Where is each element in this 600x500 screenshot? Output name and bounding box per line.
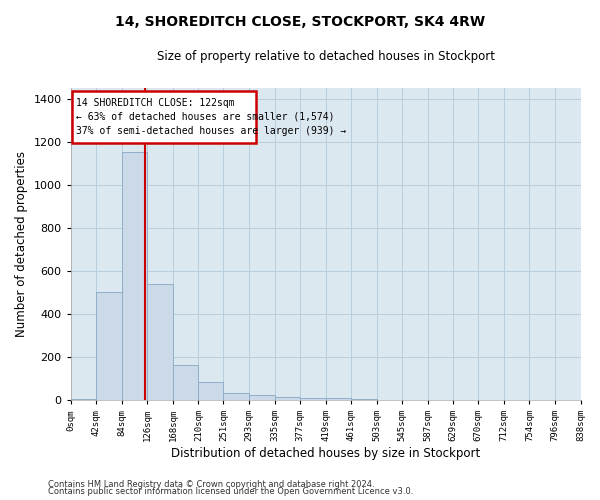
Bar bbox=[148, 284, 173, 400]
Bar bbox=[275, 397, 300, 400]
Bar bbox=[326, 398, 351, 400]
Bar bbox=[249, 396, 275, 400]
Bar bbox=[71, 399, 96, 400]
Title: Size of property relative to detached houses in Stockport: Size of property relative to detached ho… bbox=[157, 50, 494, 63]
Bar bbox=[72, 91, 256, 142]
Text: Contains HM Land Registry data © Crown copyright and database right 2024.: Contains HM Land Registry data © Crown c… bbox=[48, 480, 374, 489]
Text: Contains public sector information licensed under the Open Government Licence v3: Contains public sector information licen… bbox=[48, 487, 413, 496]
Bar bbox=[96, 292, 122, 400]
Y-axis label: Number of detached properties: Number of detached properties bbox=[15, 151, 28, 337]
Bar bbox=[173, 364, 199, 400]
Bar bbox=[300, 398, 326, 400]
Bar bbox=[122, 152, 148, 400]
Text: 14 SHOREDITCH CLOSE: 122sqm
← 63% of detached houses are smaller (1,574)
37% of : 14 SHOREDITCH CLOSE: 122sqm ← 63% of det… bbox=[76, 98, 346, 136]
Text: 14, SHOREDITCH CLOSE, STOCKPORT, SK4 4RW: 14, SHOREDITCH CLOSE, STOCKPORT, SK4 4RW bbox=[115, 15, 485, 29]
X-axis label: Distribution of detached houses by size in Stockport: Distribution of detached houses by size … bbox=[171, 447, 480, 460]
Bar bbox=[351, 399, 377, 400]
Bar bbox=[223, 394, 249, 400]
Bar bbox=[199, 382, 223, 400]
